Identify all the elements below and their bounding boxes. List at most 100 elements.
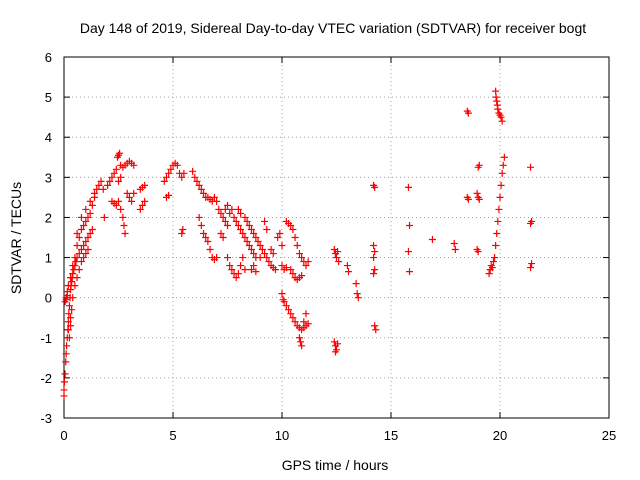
data-point: [295, 250, 303, 258]
data-point: [252, 234, 260, 241]
data-point: [82, 238, 90, 246]
data-point: [304, 320, 312, 328]
data-point: [93, 185, 101, 193]
data-point: [485, 270, 493, 278]
data-point: [63, 342, 71, 350]
data-point: [141, 197, 149, 205]
x-tick-label: 5: [169, 428, 176, 443]
data-point: [195, 181, 203, 189]
y-axis-label: SDTVAR / TECUs: [8, 182, 24, 294]
data-point: [354, 294, 362, 302]
data-point: [256, 242, 264, 250]
data-point: [475, 161, 483, 169]
data-point: [130, 189, 138, 197]
data-point: [60, 392, 68, 400]
data-point: [250, 262, 258, 270]
data-point: [138, 201, 146, 209]
data-point: [302, 262, 310, 270]
data-point: [204, 238, 212, 246]
data-point: [353, 290, 361, 298]
data-point: [274, 234, 282, 241]
data-point: [226, 209, 234, 217]
data-point: [335, 258, 343, 266]
data-point: [291, 234, 299, 241]
data-point: [226, 262, 234, 270]
data-point: [498, 169, 506, 177]
data-point: [491, 254, 499, 262]
data-point: [110, 169, 118, 177]
data-point: [86, 229, 94, 237]
data-point: [334, 248, 342, 256]
data-point: [80, 254, 88, 262]
data-point: [97, 177, 105, 185]
data-point: [228, 266, 236, 274]
data-point: [497, 113, 505, 121]
data-point: [263, 254, 271, 262]
data-point: [247, 266, 255, 274]
data-point: [371, 266, 379, 274]
data-point: [352, 280, 360, 288]
data-point: [331, 348, 339, 356]
data-point: [224, 254, 231, 262]
data-point: [492, 242, 500, 250]
data-point: [492, 93, 500, 101]
data-point: [404, 183, 412, 191]
data-point: [69, 270, 77, 278]
data-point: [213, 254, 221, 262]
data-point: [234, 221, 242, 229]
data-point: [250, 250, 258, 258]
data-point: [473, 189, 481, 197]
data-point: [60, 378, 68, 386]
data-point: [243, 217, 251, 225]
data-point: [500, 153, 508, 161]
data-point: [344, 268, 352, 276]
data-point: [464, 109, 472, 117]
data-point: [289, 225, 297, 233]
chart-title: Day 148 of 2019, Sidereal Day-to-day VTE…: [80, 20, 586, 36]
data-point: [63, 292, 71, 300]
data-point: [82, 250, 90, 258]
data-point: [287, 221, 295, 229]
data-point: [282, 264, 290, 272]
y-tick-label: -1: [40, 331, 52, 346]
data-point: [237, 262, 245, 270]
data-point: [77, 225, 85, 233]
data-point: [123, 189, 131, 197]
data-point: [68, 306, 76, 314]
data-point: [195, 213, 203, 221]
data-point: [128, 197, 136, 205]
data-point: [75, 234, 83, 241]
x-axis-ticks: 0 5 10 15 20 25: [60, 57, 616, 443]
y-tick-label: 3: [45, 170, 52, 185]
data-point: [237, 209, 245, 217]
x-axis-label: GPS time / hours: [282, 457, 389, 473]
data-point: [245, 242, 253, 250]
data-point: [493, 97, 501, 105]
data-point: [489, 258, 497, 266]
data-point: [99, 185, 107, 193]
data-point: [278, 262, 286, 270]
data-point: [252, 268, 260, 276]
data-point: [115, 177, 122, 185]
data-point: [254, 238, 262, 246]
data-point: [241, 213, 249, 221]
data-point: [86, 209, 94, 217]
data-point: [82, 205, 90, 213]
data-point: [68, 278, 76, 286]
data-point: [67, 314, 75, 322]
plot-border: [63, 56, 610, 419]
data-point: [287, 266, 295, 274]
data-point: [69, 262, 77, 270]
data-point: [219, 234, 227, 241]
data-point: [406, 221, 414, 229]
data-point: [160, 177, 168, 185]
data-point: [464, 195, 472, 203]
data-point: [73, 274, 81, 282]
y-tick-label: 2: [45, 210, 52, 225]
data-point: [496, 193, 504, 201]
data-point: [527, 264, 535, 272]
data-point: [73, 242, 81, 250]
data-point: [243, 238, 251, 246]
data-point: [104, 181, 112, 189]
